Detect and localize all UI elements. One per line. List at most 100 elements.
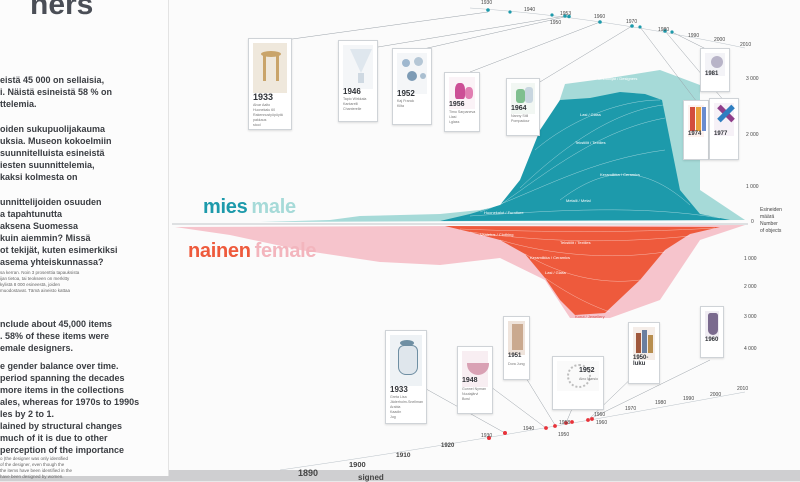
finnish-line: oiden sukupuolijakauma [0,124,106,134]
object-card-bottom: 1952 Aino Marsio [552,356,604,410]
fine-print-en: o (the designer was only identified [0,456,69,461]
object-card-top: 1977 [709,98,739,160]
fine-print: muodostavat. Tämä aineisto kattaa [0,288,70,293]
object-caption: Kilta [397,104,404,108]
textile-stripe [696,107,701,131]
timeline-bottom-year: 1900 [349,460,366,469]
tableware-dot [420,73,426,79]
bowl-shape [467,363,489,375]
object-year: 1952 [397,89,415,98]
intro-panel: ners eistä 45 000 on sellaisia, i. Näist… [0,0,169,479]
female-stream [445,226,720,315]
glass-bottle [455,83,465,99]
legend-female-en: female [254,240,317,262]
object-caption: Jug [390,415,396,419]
object-card-top: 1933 Alvar Aalto Huonekalu 60 Rakennusty… [248,38,292,130]
stool-leg [276,55,279,81]
fine-print: sa kerran. Noin 3 prosenttia tapauksista [0,270,80,275]
object-image [508,321,525,356]
object-year: 1956 [449,101,465,108]
timeline-bottom-year: 1890 [298,468,319,478]
object-year: 1960 [705,337,719,343]
axis-title-line: määrä [760,214,775,220]
stool-leg [263,55,266,81]
finnish-line: ttelemia. [0,99,37,109]
finnish-line: ot tekijät, kuten esimerkiksi [0,245,118,255]
timeline-bottom-small: 1960 [594,412,606,418]
axis-tick-male: 3 000 [746,76,759,82]
object-image [688,105,706,137]
stool-seat [261,51,281,57]
object-card-bottom: 1950-luku [628,322,660,384]
object-image [511,83,535,114]
textile-stripe [702,107,706,131]
object-caption: Nuutajärvi [462,392,479,396]
object-image [343,45,373,89]
chart-label-male: Keramiikka / Ceramics [600,172,641,177]
axis-tick-female: 1 000 [744,256,757,262]
object-image [397,53,427,95]
chart-label-male: Muotoilijat / Designers [598,76,638,81]
chart-label-male: Lasi / Glass [580,112,601,117]
object-caption: Tapio Wirkkala [343,97,367,101]
timeline-bottom-year: 1950 [558,432,570,438]
object-year: 1950-luku [633,355,649,367]
object-year: 1951 [508,353,522,359]
timeline-bottom-year: 1960 [596,420,608,426]
object-image [633,327,655,360]
object-year: 1977 [714,131,728,137]
object-caption: Pompadour [511,119,530,123]
object-image [462,351,489,388]
legend-male-fi: mies [203,196,248,218]
object-card-top: 1964 Nanny Still Pompadour [506,78,540,136]
chart-label-male: Huonekalut / Furniture [484,210,524,215]
legend-male-en: male [251,196,296,218]
chart-label-female: Tekstiilit / Textiles [560,240,591,245]
object-caption: Timo Sarpaneva [449,110,476,114]
english-line: les by 2 to 1. [0,409,55,419]
object-caption: Kantarelli [343,102,358,106]
timeline-bottom-dots [487,417,594,440]
timeline-bottom-small: 1958 [559,420,571,426]
english-line: e gender balance over time. [0,361,119,371]
object-image [705,53,725,77]
object-caption: i-lasi [449,115,457,119]
finnish-line: a tapahtunutta [0,209,62,219]
timeline-top-year: 1980 [658,27,670,33]
english-line: . 58% of these items were [0,331,110,341]
timeline-top-small: 1953 [560,11,572,17]
english-line: nclude about 45,000 items [0,319,113,329]
chart-label-male: Tekstiilit / Textiles [575,140,606,145]
axis-title-line: Number [760,221,778,227]
object-image [390,335,422,386]
object-caption: Rakennustyöpöytä [253,113,283,117]
object-caption: Huonekalu 60 [253,108,276,112]
object-caption: Chanterelle [343,107,362,111]
glass-object [516,89,525,103]
object-year: 1952 [579,367,595,374]
wall-title: ners [30,0,94,21]
object-card-top: 1946 Tapio Wirkkala Kantarelli Chanterel… [338,40,378,122]
english-line: lained by structural changes [0,421,123,431]
chart-label-male: Metalli / Metal [566,198,591,203]
timeline-bottom-year: 2010 [737,386,749,392]
fine-print-en: the items have been identified in the [0,468,73,473]
object-card-top: 1974 [683,100,709,160]
axis-zero: 0 [751,219,754,225]
finnish-line: uksia. Museon kokoelmiin [0,136,112,146]
object-card-bottom: 1960 [700,306,724,358]
object-card-bottom: 1951 Dora Jung [503,316,530,380]
object-image [449,77,475,109]
male-stream-lines [469,99,721,219]
timeline-bottom-cut-label: signed [358,473,384,482]
object-card-top: 1981 [700,48,730,92]
object-year: 1946 [343,87,361,96]
timeline-bottom-year: 1970 [625,406,637,412]
axis-tick-female: 4 000 [744,346,757,352]
fine-print: kylistä 8 000 esineestä, joiden [0,282,61,287]
axis-tick-male: 2 000 [746,132,759,138]
timeline-top-year: 1930 [481,0,493,6]
bottle-object [642,330,647,353]
object-card-top: 1956 Timo Sarpaneva i-lasi i-glass [444,72,480,132]
timeline-bottom-year: 1910 [396,452,411,459]
